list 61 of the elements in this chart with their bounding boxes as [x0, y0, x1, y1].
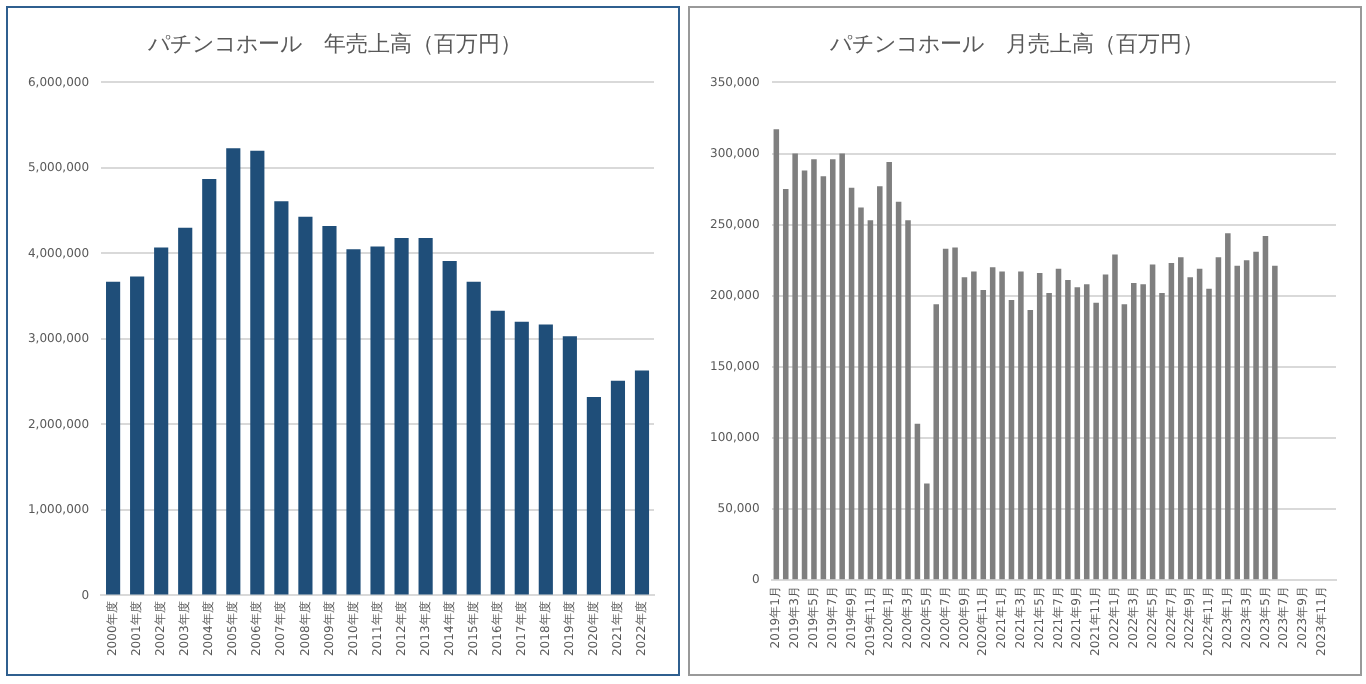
bar	[914, 423, 921, 580]
bar	[999, 271, 1005, 580]
chart-title: パチンコホール 月売上高（百万円）	[828, 30, 1204, 57]
bar	[1253, 251, 1259, 580]
bar	[466, 281, 481, 595]
bar	[322, 226, 337, 595]
bar	[858, 207, 864, 580]
bar	[1008, 300, 1015, 580]
bar	[634, 370, 650, 595]
chart-title: パチンコホール 年売上高（百万円）	[146, 30, 522, 57]
bar	[106, 281, 121, 595]
bar	[1243, 260, 1250, 580]
bar	[1272, 265, 1278, 580]
bar	[250, 150, 265, 595]
bar	[1102, 274, 1109, 580]
bar	[1206, 288, 1212, 580]
bar	[298, 216, 313, 595]
bar	[801, 170, 808, 580]
bar	[1149, 264, 1156, 580]
bar	[346, 249, 361, 595]
bar	[586, 397, 601, 595]
bar	[538, 324, 553, 595]
bar	[820, 176, 827, 580]
bar	[178, 227, 193, 595]
bar	[1196, 268, 1203, 580]
bar	[848, 187, 855, 580]
bar	[942, 248, 949, 580]
bar	[1159, 292, 1165, 580]
bar	[154, 247, 169, 595]
bar	[989, 267, 996, 580]
bar	[1036, 272, 1043, 580]
bar	[1112, 254, 1118, 580]
bar	[1262, 236, 1269, 580]
bar	[226, 148, 241, 595]
bar	[961, 277, 968, 580]
bar	[1065, 280, 1071, 580]
bar	[1168, 263, 1175, 580]
bar	[1018, 271, 1024, 580]
bar	[1046, 292, 1052, 580]
bar	[490, 310, 505, 595]
bar	[514, 321, 529, 595]
bar	[202, 179, 217, 595]
bar	[610, 380, 626, 595]
bar	[1121, 304, 1128, 580]
bar	[562, 336, 577, 595]
bar	[1074, 287, 1081, 580]
bar	[905, 220, 911, 580]
bar	[130, 276, 145, 595]
bar	[1215, 257, 1222, 580]
bar	[1055, 268, 1062, 580]
bar	[773, 129, 780, 580]
bar	[394, 238, 409, 595]
bar	[370, 246, 385, 595]
bar	[811, 159, 817, 580]
bar	[442, 261, 457, 595]
bar	[895, 201, 902, 580]
bar	[1027, 309, 1034, 580]
bar	[952, 247, 958, 580]
bar	[867, 220, 874, 580]
bar	[418, 238, 433, 595]
bar	[274, 201, 289, 595]
